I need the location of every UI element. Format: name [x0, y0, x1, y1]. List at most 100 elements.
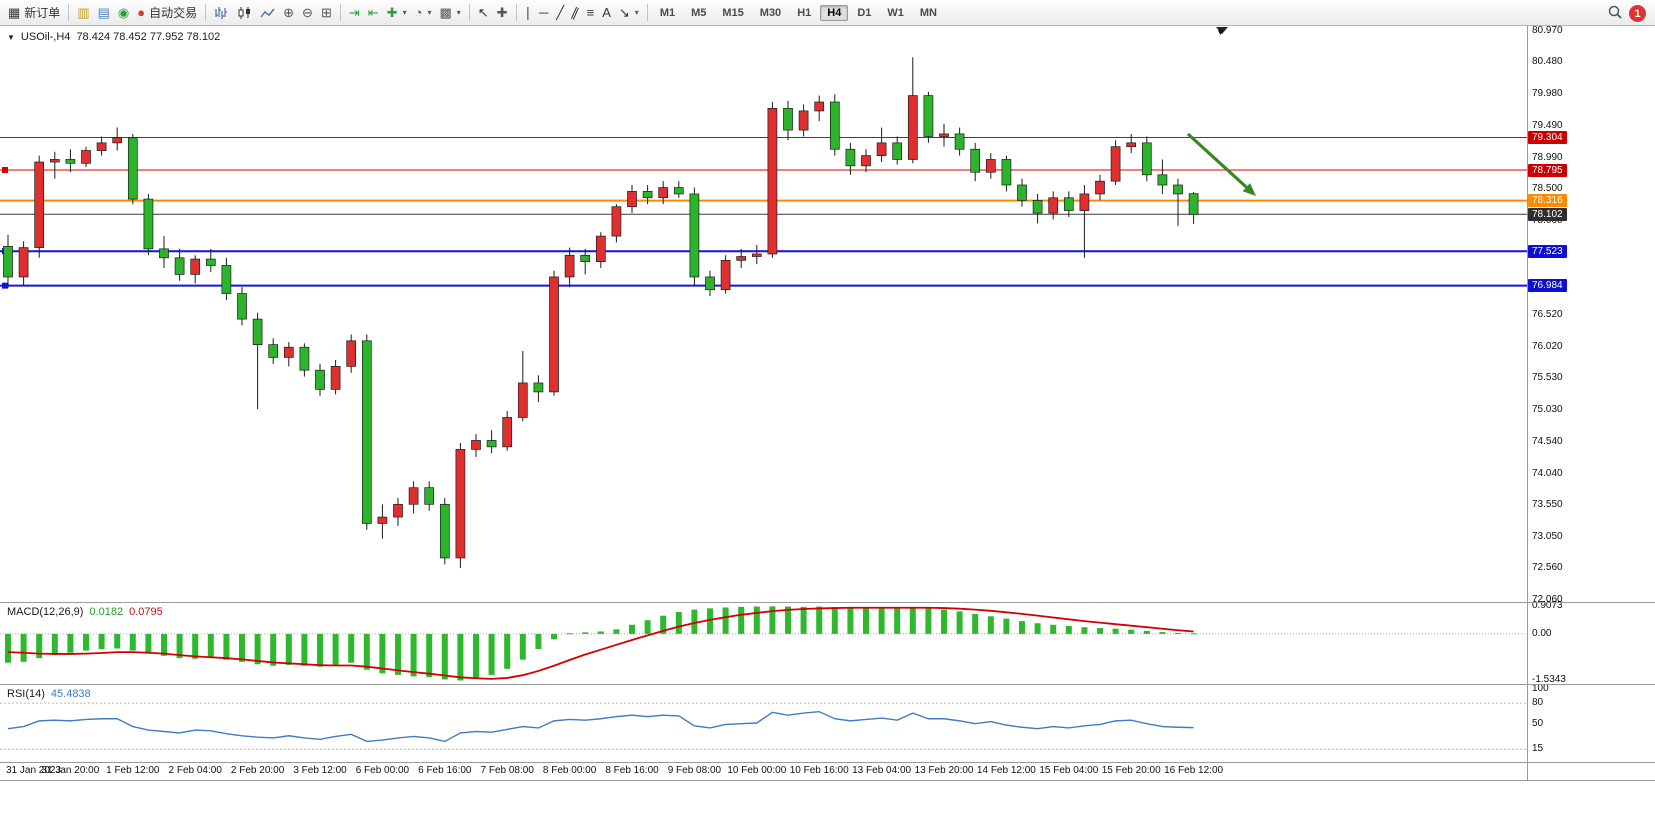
- price-axis-label: 72.560: [1532, 562, 1563, 574]
- candle-body: [907, 95, 918, 160]
- time-axis-label: 13 Feb 04:00: [852, 765, 912, 776]
- candlestick-chart-button[interactable]: [233, 3, 256, 23]
- macd-axis-label: 0.00: [1532, 627, 1552, 639]
- toolbar-separator: [205, 4, 207, 21]
- tile-windows-button[interactable]: ⊞: [317, 3, 336, 23]
- timeframe-m1[interactable]: M1: [659, 6, 676, 19]
- search-button[interactable]: [1608, 5, 1623, 25]
- macd-histogram-bar: [473, 633, 479, 678]
- new-chart-button[interactable]: ▥: [73, 3, 93, 23]
- horizontal-line-icon: ─: [539, 5, 549, 20]
- notification-badge[interactable]: 1: [1628, 4, 1647, 23]
- macd-histogram-bar: [114, 633, 121, 649]
- chart-shift-icon: ⇤: [367, 5, 379, 20]
- macd-histogram-bar: [878, 607, 885, 634]
- macd-histogram-bar: [441, 633, 448, 680]
- macd-histogram-bar: [909, 607, 916, 634]
- chart-shift-button[interactable]: ⇤: [364, 3, 383, 23]
- candle-body: [549, 276, 559, 393]
- macd-histogram-bar: [1003, 618, 1010, 634]
- market-watch-button[interactable]: ▤: [94, 3, 114, 23]
- line-anchor-handle[interactable]: [2, 167, 8, 173]
- templates-button[interactable]: ▩ ▾: [435, 3, 464, 23]
- line-anchor-handle[interactable]: [2, 282, 8, 289]
- new-order-button[interactable]: ▦ 新订单: [4, 3, 64, 23]
- candle-body: [533, 382, 544, 393]
- time-axis-label: 3 Feb 12:00: [293, 765, 347, 776]
- time-axis-label: 10 Feb 00:00: [727, 765, 787, 776]
- macd-histogram-bar: [863, 607, 869, 634]
- main-chart[interactable]: [0, 26, 1527, 602]
- search-icon: [1608, 5, 1622, 19]
- auto-scroll-button[interactable]: ⇥: [345, 3, 364, 23]
- macd-histogram-bar: [254, 633, 261, 665]
- macd-histogram-bar: [941, 609, 947, 634]
- macd-histogram-bar: [1081, 627, 1088, 634]
- timeframe-m30[interactable]: M30: [759, 6, 782, 19]
- macd-panel[interactable]: [0, 602, 1527, 684]
- crosshair-button[interactable]: ✚: [493, 3, 512, 23]
- auto-trading-button[interactable]: ● 自动交易: [133, 3, 201, 23]
- text-button[interactable]: A: [598, 3, 615, 23]
- channel-button[interactable]: ∥: [568, 3, 583, 23]
- macd-title: MACD(12,26,9): [7, 606, 84, 618]
- candle-body: [190, 258, 201, 275]
- macd-histogram-bar: [629, 624, 635, 634]
- rsi-axis-label: 50: [1532, 718, 1544, 730]
- time-axis-label: 8 Feb 16:00: [605, 765, 659, 776]
- collapse-icon[interactable]: ▼: [7, 32, 15, 42]
- zoom-out-button[interactable]: ⊖: [298, 3, 317, 23]
- zoom-in-button[interactable]: ⊕: [279, 3, 298, 23]
- macd-histogram-bar: [831, 607, 838, 634]
- time-axis-label: 2 Feb 20:00: [230, 765, 285, 776]
- timeframe-h1[interactable]: H1: [797, 6, 812, 19]
- macd-histogram-bar: [1112, 628, 1119, 634]
- timeframe-w1[interactable]: W1: [887, 6, 904, 19]
- time-axis-label: 31 Jan 20:00: [41, 765, 100, 776]
- macd-histogram-bar: [519, 633, 526, 660]
- fibonacci-button[interactable]: ≡: [583, 3, 599, 23]
- time-axis-label: 6 Feb 16:00: [418, 765, 472, 776]
- candle-body: [1032, 199, 1043, 214]
- macd-histogram-bar: [613, 629, 620, 634]
- arrows-button[interactable]: ↘ ▾: [615, 3, 643, 23]
- time-axis-label: 15 Feb 04:00: [1039, 765, 1099, 776]
- macd-histogram-bar: [972, 613, 979, 634]
- trend-arrow-annotation[interactable]: [1186, 132, 1256, 196]
- time-axis[interactable]: 31 Jan 2023 31 Jan 20:00 1 Feb 12:00 2 Feb …: [0, 762, 1527, 780]
- horizontal-line-button[interactable]: ─: [535, 3, 552, 23]
- rsi-value: 45.4838: [50, 688, 91, 700]
- arrows-tool-icon: ↘: [618, 5, 630, 20]
- bar-chart-button[interactable]: [210, 3, 233, 23]
- price-axis-label: 79.980: [1532, 88, 1563, 100]
- candle-body: [96, 142, 107, 151]
- timeframe-m5[interactable]: M5: [691, 6, 707, 19]
- price-tag: 78.795: [1528, 163, 1567, 177]
- timeframe-m15[interactable]: M15: [722, 6, 744, 19]
- panel-divider[interactable]: [0, 684, 1655, 685]
- timeframe-d1[interactable]: D1: [857, 6, 872, 19]
- window-edge: [0, 780, 1655, 781]
- macd-histogram-bar: [753, 606, 760, 634]
- candle-body: [829, 101, 840, 150]
- panel-divider[interactable]: [0, 602, 1655, 603]
- candle-body: [1079, 193, 1090, 211]
- candle-body: [595, 235, 606, 262]
- macd-histogram-bar: [363, 633, 370, 670]
- price-scale[interactable]: 80.97080.48079.98079.49078.99078.50078.0…: [1528, 25, 1655, 780]
- periods-button[interactable]: ◔ ▾: [411, 3, 436, 23]
- indicators-button[interactable]: ✚ ▾: [383, 3, 411, 23]
- price-axis-label: 73.050: [1532, 530, 1563, 542]
- cursor-button[interactable]: ↖: [474, 3, 493, 23]
- macd-histogram-bar: [535, 633, 542, 650]
- line-chart-button[interactable]: [256, 3, 279, 23]
- trendline-button[interactable]: ╱: [552, 3, 568, 23]
- candle-body: [424, 487, 435, 505]
- timeframe-h4[interactable]: H4: [820, 4, 849, 21]
- timeframe-mn[interactable]: MN: [919, 6, 937, 19]
- navigator-button[interactable]: ◉: [114, 3, 133, 23]
- vertical-line-button[interactable]: ∣: [521, 3, 536, 23]
- rsi-panel[interactable]: [0, 684, 1527, 762]
- candle-body: [954, 133, 965, 150]
